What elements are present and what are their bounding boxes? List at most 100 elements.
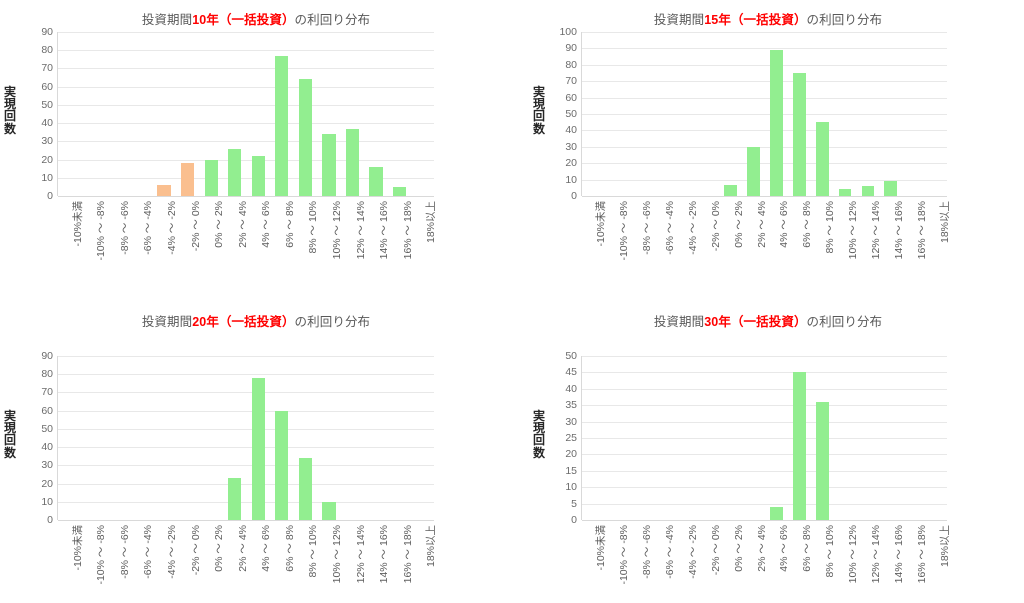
x-axis-category: 8% ～ 10% — [307, 525, 320, 578]
bar — [322, 134, 336, 196]
y-axis-tick: 80 — [565, 58, 577, 71]
x-axis-category: 6% ～ 8% — [801, 201, 814, 248]
plot-area — [581, 356, 947, 521]
x-axis-category: -10% ～ -8% — [618, 525, 631, 585]
chart-title: 投資期間15年（一括投資）の利回り分布 — [512, 9, 1024, 28]
y-axis-tick: 10 — [41, 495, 53, 508]
axis-baseline — [58, 520, 434, 521]
x-axis-category: 2% ～ 4% — [236, 525, 249, 572]
x-axis-category: 14% ～ 16% — [378, 201, 391, 260]
y-axis-caption-char: 現 — [532, 97, 545, 112]
axis-baseline — [58, 196, 434, 197]
chart-title: 投資期間10年（一括投資）の利回り分布 — [0, 9, 512, 28]
y-axis-tick: 0 — [47, 513, 53, 526]
bars-container — [58, 356, 434, 520]
x-axis-category: -2% ～ 0% — [189, 525, 202, 576]
x-axis-category: 14% ～ 16% — [378, 525, 391, 584]
y-axis-ticks: 0 10 20 30 40 50 60 70 80 90 — [19, 27, 53, 201]
x-axis-category: -2% ～ 0% — [189, 201, 202, 252]
y-axis-tick: 20 — [565, 448, 577, 461]
bars-container — [582, 356, 947, 520]
x-axis-category: 12% ～ 14% — [869, 525, 882, 584]
y-axis-tick: 70 — [565, 74, 577, 87]
x-axis-category: 18%以上 — [425, 201, 438, 244]
x-axis-category: 4% ～ 6% — [260, 525, 273, 572]
x-axis-category: 16% ～ 18% — [915, 201, 928, 260]
chart-title-prefix: 投資期間 — [653, 315, 705, 329]
y-axis-tick: 20 — [565, 156, 577, 169]
y-axis-tick: 40 — [41, 116, 53, 129]
x-axis-category: 10% ～ 12% — [847, 201, 860, 260]
y-axis-ticks: 0 10 20 30 40 50 60 70 80 90 100 — [543, 27, 577, 201]
chart-title-highlight: 30年（一括投資） — [704, 315, 807, 329]
x-axis-category: -4% ～ -2% — [686, 525, 699, 579]
x-axis-category: 18%以上 — [938, 201, 951, 244]
bar — [747, 146, 760, 196]
y-axis-tick: 20 — [41, 477, 53, 490]
x-axis-category: 4% ～ 6% — [778, 201, 791, 248]
x-axis-category: -10%未満 — [595, 525, 608, 571]
x-axis-category: 2% ～ 4% — [755, 201, 768, 248]
x-axis-category: 10% ～ 12% — [330, 201, 343, 260]
y-axis-tick: 0 — [47, 189, 53, 202]
bars-container — [58, 32, 434, 196]
x-axis-category: 16% ～ 18% — [401, 525, 414, 584]
x-axis-category: 6% ～ 8% — [283, 525, 296, 572]
x-axis-category: 0% ～ 2% — [213, 201, 226, 248]
chart-10y: 投資期間10年（一括投資）の利回り分布実現回数 0 10 20 30 40 50 60 70 80… — [0, 0, 512, 302]
bar — [204, 159, 218, 196]
x-axis-category: -10% ～ -8% — [95, 201, 108, 261]
y-axis-caption-char: 数 — [532, 445, 545, 460]
y-axis-tick: 0 — [571, 513, 577, 526]
y-axis-tick: 60 — [41, 404, 53, 417]
x-axis-category: 18%以上 — [425, 525, 438, 568]
x-axis-category: 2% ～ 4% — [236, 201, 249, 248]
y-axis-tick: 0 — [571, 189, 577, 202]
y-axis-caption-char: 回 — [3, 109, 16, 124]
y-axis-tick: 10 — [565, 480, 577, 493]
y-axis-caption: 実現回数 — [2, 410, 18, 459]
bar — [322, 501, 336, 520]
y-axis-caption: 実現回数 — [2, 86, 18, 135]
y-axis-tick: 60 — [565, 91, 577, 104]
x-axis-category: -6% ～ -4% — [142, 201, 155, 255]
y-axis-caption-char: 数 — [3, 445, 16, 460]
chart-title-highlight: 15年（一括投資） — [704, 13, 807, 27]
y-axis-caption-char: 実 — [3, 409, 16, 423]
x-axis-category: 6% ～ 8% — [801, 525, 814, 572]
y-axis-tick: 70 — [41, 62, 53, 75]
y-axis-tick: 90 — [41, 25, 53, 38]
x-axis-category: 16% ～ 18% — [401, 201, 414, 260]
y-axis-tick: 100 — [559, 25, 577, 38]
y-axis-caption: 実現回数 — [531, 86, 547, 135]
chart-title-suffix: の利回り分布 — [806, 13, 883, 27]
y-axis-tick: 40 — [565, 382, 577, 395]
y-axis-tick: 50 — [41, 98, 53, 111]
x-axis-category: -8% ～ -6% — [118, 525, 131, 579]
bars-container — [582, 32, 947, 196]
bar — [228, 478, 242, 520]
y-axis-caption-char: 現 — [532, 421, 545, 436]
x-axis-category: -8% ～ -6% — [641, 201, 654, 255]
bar — [298, 79, 312, 196]
y-axis-tick: 5 — [571, 497, 577, 510]
x-axis-category: -10%未満 — [595, 201, 608, 247]
axis-baseline — [582, 196, 947, 197]
x-axis-category: -2% ～ 0% — [709, 201, 722, 252]
x-axis-category: 8% ～ 10% — [824, 201, 837, 254]
x-axis-category: 16% ～ 18% — [915, 525, 928, 584]
y-axis-caption-char: 実 — [532, 85, 545, 99]
bar — [345, 128, 360, 196]
y-axis-caption-char: 現 — [3, 97, 16, 112]
y-axis-tick: 60 — [41, 80, 53, 93]
x-axis-category: 0% ～ 2% — [213, 525, 226, 572]
x-axis-category: 4% ～ 6% — [778, 525, 791, 572]
bar — [792, 73, 806, 196]
bar — [770, 506, 783, 520]
y-axis-caption-char: 実 — [532, 409, 545, 423]
x-axis-category: 18%以上 — [938, 525, 951, 568]
y-axis-caption-char: 回 — [532, 109, 545, 124]
chart-title: 投資期間20年（一括投資）の利回り分布 — [0, 311, 512, 330]
y-axis-caption-char: 回 — [3, 433, 16, 448]
